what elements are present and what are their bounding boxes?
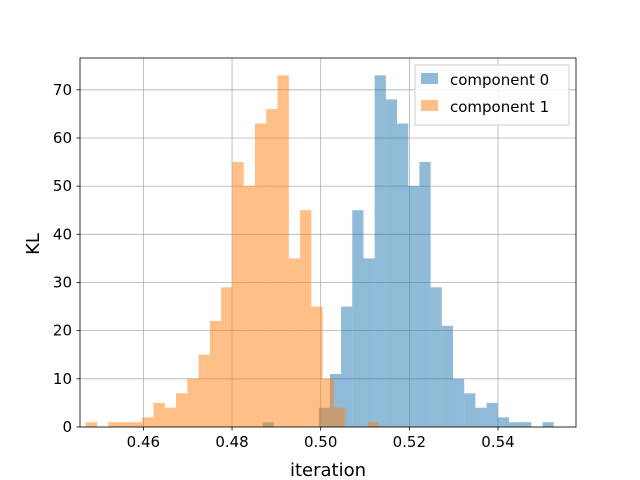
- histogram-bar: [363, 258, 375, 427]
- histogram-bar: [153, 402, 165, 427]
- legend-swatch-component-1: [421, 100, 438, 111]
- histogram-bar: [352, 210, 364, 427]
- histogram-bars: [85, 75, 554, 428]
- histogram-bar: [486, 402, 498, 427]
- histogram-bar: [209, 321, 222, 427]
- histogram-bar: [374, 75, 386, 427]
- legend-label-component-0: component 0: [450, 71, 549, 89]
- histogram-bar: [300, 210, 312, 427]
- histogram-bar: [408, 186, 420, 427]
- grid: [80, 58, 576, 428]
- x-tick-label: 0.54: [481, 433, 514, 451]
- histogram-bar: [508, 422, 521, 427]
- histogram-bar: [497, 417, 509, 427]
- histogram-bar: [475, 407, 487, 427]
- histogram-bar: [419, 162, 431, 427]
- histogram-bar: [333, 407, 346, 427]
- y-tick-label: 0: [62, 418, 72, 436]
- histogram-bar: [311, 306, 323, 427]
- y-axis-label: KL: [23, 233, 44, 255]
- histogram-bar: [164, 407, 177, 427]
- histogram-bar: [243, 186, 255, 427]
- histogram-bar: [430, 287, 442, 427]
- histogram-bar: [85, 422, 98, 427]
- x-axis-label: iteration: [290, 460, 366, 480]
- y-tick-label: 40: [53, 225, 72, 243]
- y-tick-label: 70: [53, 81, 72, 99]
- histogram-bar: [198, 354, 210, 427]
- histogram-bar: [329, 374, 342, 427]
- legend-box: [414, 64, 570, 126]
- y-tick-label: 10: [53, 370, 72, 388]
- histogram-bar: [542, 422, 554, 427]
- histogram-bar: [221, 287, 233, 427]
- histogram-bar: [176, 393, 188, 427]
- x-tick-label: 0.48: [215, 433, 248, 451]
- histogram-bar: [232, 162, 244, 427]
- y-tick-label: 50: [53, 177, 72, 195]
- series-component-1: [85, 75, 380, 428]
- histogram-bar: [130, 422, 143, 427]
- histogram-bar: [464, 393, 476, 427]
- y-tick-label: 20: [53, 322, 72, 340]
- histogram-bar: [266, 109, 278, 428]
- histogram-bar: [452, 378, 465, 427]
- legend: component 0 component 1: [414, 64, 570, 126]
- y-tick-label: 30: [53, 273, 72, 291]
- histogram-bar: [277, 75, 289, 427]
- x-tick-label: 0.50: [304, 433, 337, 451]
- legend-label-component-1: component 1: [450, 98, 549, 116]
- histogram-bar: [187, 378, 199, 427]
- axis-ticks: 0.46 0.48 0.50 0.52 0.54 0 10 20 30 40 50 60 70: [53, 81, 515, 451]
- histogram-bar: [108, 422, 120, 427]
- histogram-bar: [441, 325, 453, 427]
- y-tick-label: 60: [53, 129, 72, 147]
- histogram-bar: [367, 422, 380, 427]
- histogram-bar: [341, 306, 353, 427]
- histogram-bar: [520, 422, 532, 427]
- histogram-bar: [397, 123, 409, 428]
- histogram-bar: [385, 99, 398, 428]
- plot-frame: [79, 57, 577, 428]
- histogram-bar: [254, 123, 267, 428]
- x-tick-label: 0.52: [393, 433, 426, 451]
- histogram-bar: [142, 417, 154, 427]
- x-tick-label: 0.46: [127, 433, 160, 451]
- histogram-bar: [322, 378, 334, 427]
- histogram-bar: [119, 422, 131, 427]
- legend-swatch-component-0: [421, 73, 438, 84]
- histogram-bar: [288, 258, 301, 427]
